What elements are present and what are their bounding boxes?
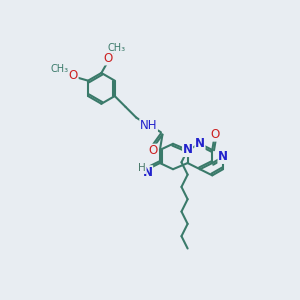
Text: H: H xyxy=(138,164,146,173)
Text: H: H xyxy=(138,164,146,173)
Text: N: N xyxy=(183,143,193,157)
Text: N: N xyxy=(142,166,153,179)
Text: NH: NH xyxy=(140,119,158,132)
Text: NH: NH xyxy=(140,119,158,132)
Text: O: O xyxy=(104,52,113,65)
Text: CH₃: CH₃ xyxy=(50,64,69,74)
Text: O: O xyxy=(104,52,113,65)
Text: CH₃: CH₃ xyxy=(108,43,126,52)
Text: CH₃: CH₃ xyxy=(108,43,126,52)
Text: N: N xyxy=(218,150,228,164)
Text: N: N xyxy=(218,150,228,164)
Text: CH₃: CH₃ xyxy=(50,64,69,74)
Text: N: N xyxy=(195,137,205,150)
Text: O: O xyxy=(69,69,78,82)
Text: O: O xyxy=(69,69,78,82)
Text: O: O xyxy=(148,144,158,157)
Text: N: N xyxy=(142,166,153,179)
Text: N: N xyxy=(195,137,205,150)
Text: O: O xyxy=(210,128,219,141)
Text: O: O xyxy=(210,128,219,141)
Text: O: O xyxy=(148,144,158,157)
Text: N: N xyxy=(183,143,193,157)
